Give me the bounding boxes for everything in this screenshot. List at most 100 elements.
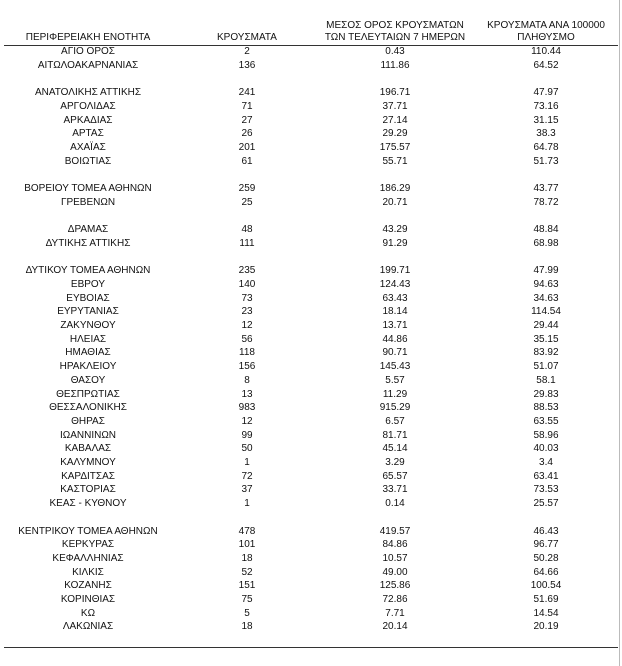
weekly-average: 55.71 bbox=[382, 155, 408, 167]
cases: 1 bbox=[244, 457, 250, 468]
cases-per-100k: 58.96 bbox=[533, 429, 559, 441]
region-name: ΚΙΛΚΙΣ bbox=[72, 566, 104, 578]
weekly-average: 915.29 bbox=[379, 402, 411, 414]
cases-per-100k: 73.16 bbox=[533, 100, 559, 112]
cases: 26 bbox=[241, 128, 253, 140]
column-header: ΠΛΗΘΥΣΜΟ bbox=[517, 32, 575, 43]
region-name: ΗΡΑΚΛΕΙΟΥ bbox=[59, 361, 117, 373]
cases: 73 bbox=[241, 292, 253, 304]
cases: 241 bbox=[238, 87, 256, 99]
cases: 201 bbox=[238, 141, 256, 153]
cases: 99 bbox=[241, 429, 253, 441]
weekly-average: 20.71 bbox=[382, 196, 408, 208]
weekly-average: 37.71 bbox=[382, 100, 408, 112]
weekly-average: 81.71 bbox=[382, 429, 408, 441]
region-name: ΚΑΡΔΙΤΣΑΣ bbox=[61, 470, 115, 482]
cases-per-100k: 14.54 bbox=[533, 607, 559, 619]
cases: 478 bbox=[238, 525, 256, 537]
weekly-average: 186.29 bbox=[379, 183, 411, 194]
weekly-average: 10.57 bbox=[382, 552, 408, 564]
cases-per-100k: 3.4 bbox=[539, 457, 553, 468]
weekly-average: 49.00 bbox=[382, 566, 408, 578]
weekly-average: 6.57 bbox=[385, 415, 405, 427]
cases-per-100k: 51.07 bbox=[533, 361, 559, 373]
cases-per-100k: 73.53 bbox=[533, 484, 559, 496]
region-name: ΗΛΕΙΑΣ bbox=[69, 333, 107, 345]
weekly-average: 72.86 bbox=[382, 594, 408, 605]
weekly-average: 124.43 bbox=[379, 278, 411, 290]
cases-per-100k: 47.99 bbox=[533, 265, 559, 277]
cases: 25 bbox=[241, 196, 253, 208]
cases: 12 bbox=[241, 415, 253, 427]
page-edge bbox=[619, 0, 620, 666]
weekly-average: 125.86 bbox=[379, 580, 411, 592]
cases: 52 bbox=[241, 566, 253, 578]
column-header: ΚΡΟΥΣΜΑΤΑ ΑΝΑ 100000 bbox=[487, 20, 605, 31]
region-name: ΙΩΑΝΝΙΝΩΝ bbox=[59, 429, 117, 441]
region-name: ΚΑΛΥΜΝΟΥ bbox=[60, 457, 116, 468]
weekly-average: 84.86 bbox=[382, 539, 408, 551]
cases-per-100k: 46.43 bbox=[533, 525, 559, 537]
cases-per-100k: 96.77 bbox=[533, 539, 559, 551]
cases: 235 bbox=[238, 265, 256, 277]
region-name: ΘΕΣΣΑΛΟΝΙΚΗΣ bbox=[49, 402, 127, 414]
column-header: ΚΡΟΥΣΜΑΤΑ bbox=[217, 32, 277, 43]
weekly-average: 18.14 bbox=[382, 306, 408, 318]
weekly-average: 43.29 bbox=[382, 224, 408, 236]
cases: 56 bbox=[241, 333, 253, 345]
region-name: ΗΜΑΘΙΑΣ bbox=[65, 347, 111, 359]
weekly-average: 175.57 bbox=[379, 141, 411, 153]
cases-per-100k: 63.41 bbox=[533, 470, 559, 482]
cases: 5 bbox=[244, 607, 250, 619]
weekly-average: 5.57 bbox=[385, 374, 405, 386]
region-name: ΒΟΙΩΤΙΑΣ bbox=[64, 155, 112, 167]
header-rule bbox=[4, 45, 618, 46]
region-name: ΚΟΡΙΝΘΙΑΣ bbox=[60, 594, 116, 605]
cases: 18 bbox=[241, 552, 253, 564]
weekly-average: 7.71 bbox=[385, 607, 405, 619]
cases-per-100k: 34.63 bbox=[533, 292, 559, 304]
cases-per-100k: 29.83 bbox=[533, 388, 559, 400]
region-name: ΘΗΡΑΣ bbox=[71, 415, 105, 427]
cases: 72 bbox=[241, 470, 253, 482]
weekly-average: 63.43 bbox=[382, 292, 408, 304]
cases-per-100k: 58.1 bbox=[536, 374, 556, 386]
region-name: ΚΕΑΣ - ΚΥΘΝΟΥ bbox=[49, 498, 127, 510]
region-name: ΑΡΚΑΔΙΑΣ bbox=[63, 114, 113, 126]
column-header: ΜΕΣΟΣ ΟΡΟΣ ΚΡΟΥΣΜΑΤΩΝ bbox=[326, 20, 464, 31]
column-header: ΤΩΝ ΤΕΛΕΥΤΑΙΩΝ 7 ΗΜΕΡΩΝ bbox=[324, 32, 466, 43]
region-name: ΑΡΤΑΣ bbox=[72, 128, 104, 140]
region-name: ΑΓΙΟ ΟΡΟΣ bbox=[61, 46, 115, 57]
region-name: ΚΩ bbox=[80, 607, 96, 619]
weekly-average: 45.14 bbox=[382, 443, 408, 455]
cases-per-100k: 51.69 bbox=[533, 594, 559, 605]
region-name: ΛΑΚΩΝΙΑΣ bbox=[62, 621, 114, 633]
weekly-average: 0.14 bbox=[385, 498, 405, 510]
cases: 259 bbox=[238, 183, 256, 194]
cases: 61 bbox=[241, 155, 253, 167]
cases: 118 bbox=[239, 347, 255, 359]
region-name: ΚΕΡΚΥΡΑΣ bbox=[61, 539, 115, 551]
cases-per-100k: 38.3 bbox=[536, 128, 556, 140]
cases: 101 bbox=[238, 539, 256, 551]
cases-per-100k: 94.63 bbox=[533, 278, 559, 290]
weekly-average: 65.57 bbox=[382, 470, 408, 482]
weekly-average: 44.86 bbox=[382, 333, 408, 345]
weekly-average: 33.71 bbox=[382, 484, 408, 496]
region-name: ΖΑΚΥΝΘΟΥ bbox=[60, 320, 116, 331]
weekly-average: 196.71 bbox=[379, 87, 411, 99]
region-name: ΕΥΡΥΤΑΝΙΑΣ bbox=[57, 306, 119, 318]
weekly-average: 111.86 bbox=[380, 59, 410, 71]
cases: 12 bbox=[241, 320, 253, 331]
cases-per-100k: 64.52 bbox=[533, 59, 559, 71]
region-name: ΚΑΒΑΛΑΣ bbox=[64, 443, 112, 455]
cases: 27 bbox=[241, 114, 253, 126]
region-name: ΕΥΒΟΙΑΣ bbox=[66, 292, 110, 304]
region-name: ΘΕΣΠΡΩΤΙΑΣ bbox=[56, 388, 120, 400]
cases-per-100k: 20.19 bbox=[533, 621, 559, 633]
weekly-average: 145.43 bbox=[379, 361, 411, 373]
cases-per-100k: 40.03 bbox=[533, 443, 559, 455]
cases: 140 bbox=[238, 278, 256, 290]
cases-per-100k: 100.54 bbox=[530, 580, 562, 592]
region-name: ΑΡΓΟΛΙΔΑΣ bbox=[60, 100, 116, 112]
